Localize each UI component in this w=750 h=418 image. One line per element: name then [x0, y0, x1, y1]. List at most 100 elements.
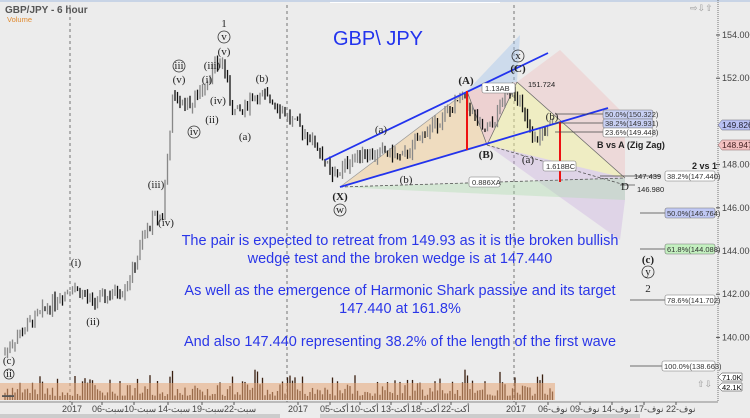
svg-text:147.440 at 161.8%: 147.440 at 161.8% [339, 301, 461, 317]
time-tick-label: 22-أكت [441, 402, 470, 414]
horizontal-scrollbar[interactable] [0, 414, 280, 418]
time-tick-label: 17-نوف [634, 404, 664, 415]
time-tick-label: 06-نوف [538, 404, 568, 415]
svg-text:2 vs 1: 2 vs 1 [692, 161, 717, 171]
svg-text:38.2%(149.931): 38.2%(149.931) [605, 119, 659, 128]
time-tick-label: 09-نوف [570, 404, 600, 415]
projection-green [340, 178, 625, 200]
svg-text:(i): (i) [202, 74, 213, 86]
svg-text:(iv): (iv) [158, 217, 174, 229]
top-border [0, 0, 750, 2]
svg-text:(a): (a) [375, 124, 388, 136]
time-tick-label: 19-سبت [192, 404, 224, 414]
volume-average-area [0, 383, 555, 400]
volume-bars [0, 369, 555, 400]
price-tick-label: 142.000 [722, 289, 750, 299]
svg-text:146.980: 146.980 [637, 185, 664, 194]
svg-text:(i): (i) [71, 257, 82, 269]
volume-scroll-arrows-icon[interactable]: ⇧⇩ [697, 379, 712, 389]
svg-text:(v): (v) [218, 46, 231, 58]
projection-purple [487, 145, 625, 240]
svg-text:(a): (a) [522, 154, 535, 166]
svg-text:100.0%(138.663): 100.0%(138.663) [664, 362, 722, 371]
svg-text:1.13AB: 1.13AB [485, 84, 510, 93]
wave-labels: 1 v (v) iii (v) (iii) (i) (iv) (ii) iv (… [3, 18, 655, 380]
price-tick-label: 152.000 [722, 73, 750, 83]
time-tick-label: 2017 [506, 404, 526, 414]
svg-text:42.1K: 42.1K [722, 383, 742, 392]
time-tick-label: 14-نوف [602, 404, 632, 415]
svg-text:y: y [645, 266, 651, 278]
svg-text:(c): (c) [3, 355, 16, 367]
time-tick-label: 10-سبت [124, 404, 156, 414]
svg-text:v: v [221, 31, 227, 43]
svg-text:1.618BC: 1.618BC [546, 162, 576, 171]
price-tick-label: 140.000 [722, 332, 750, 342]
scroll-arrows-icon[interactable]: ⇨⇩⇧ [690, 3, 713, 13]
svg-text:(iv): (iv) [210, 95, 226, 107]
svg-text:(B): (B) [479, 149, 494, 161]
svg-text:B vs A (Zig Zag): B vs A (Zig Zag) [597, 140, 665, 150]
time-tick-label: 10-أكت [350, 402, 379, 414]
svg-text:ii: ii [6, 368, 12, 380]
current-price-labels: 149.826 148.947 71.0K 42.1K [717, 119, 750, 392]
volume-label: Volume [7, 15, 32, 24]
time-axis-ticks: 2017 06-سبت 10-سبت 14-سبت 19-سبت 22-سبت 2017 05… [62, 402, 696, 415]
time-tick-label: 05-أكت [320, 402, 349, 414]
svg-text:147.439: 147.439 [634, 172, 661, 181]
svg-text:(b): (b) [256, 73, 269, 85]
svg-text:iv: iv [190, 126, 199, 138]
svg-text:D: D [621, 181, 629, 193]
svg-text:50.0%(150.322): 50.0%(150.322) [605, 110, 659, 119]
time-tick-label: 14-سبت [158, 404, 190, 414]
svg-text:And also 147.440 representing: And also 147.440 representing 38.2% of t… [184, 334, 616, 350]
bcd-triangle [487, 82, 625, 178]
fib-2-vs-1: 2 vs 1 38.2%(147.440) 50.0%(146.764) 61.… [661, 161, 722, 372]
svg-text:iii: iii [174, 60, 183, 72]
horizontal-scrollbar-thumb[interactable] [320, 414, 640, 418]
price-tick-label: 154.000 [722, 30, 750, 40]
svg-text:The pair is expected to retrea: The pair is expected to retreat from 149… [182, 233, 619, 249]
svg-text:0.886XA: 0.886XA [472, 178, 501, 187]
svg-text:(b): (b) [546, 111, 559, 123]
time-tick-label: 22-سبت [224, 404, 256, 414]
time-tick-label: 06-سبت [92, 404, 124, 414]
price-tick-label: 146.000 [722, 203, 750, 213]
svg-text:1: 1 [221, 18, 227, 30]
svg-text:w: w [336, 204, 344, 216]
svg-text:(ii): (ii) [205, 114, 219, 126]
fib-b-vs-a: 50.0%(150.322) 38.2%(149.931) 23.6%(149.… [597, 109, 665, 150]
svg-text:61.8%(144.088): 61.8%(144.088) [667, 245, 721, 254]
candles [4, 55, 554, 359]
time-tick-label: 18-أكت [411, 402, 440, 414]
projection-blue [467, 35, 520, 91]
volume-panel-controls-icon[interactable]: ▬▬ [2, 393, 14, 399]
svg-text:x: x [515, 50, 521, 62]
svg-text:(ii): (ii) [86, 316, 100, 328]
svg-text:151.724: 151.724 [528, 80, 555, 89]
svg-text:149.826: 149.826 [722, 120, 750, 130]
svg-text:(X): (X) [332, 191, 348, 203]
time-tick-label: 2017 [288, 404, 308, 414]
price-axis-ticks: 154.000 152.000 148.000 146.000 144.000 142.0… [716, 30, 750, 342]
svg-text:50.0%(146.764): 50.0%(146.764) [667, 209, 721, 218]
svg-text:78.6%(141.702): 78.6%(141.702) [667, 296, 721, 305]
chart-title: GBP\ JPY [333, 28, 423, 50]
annotation-text: The pair is expected to retreat from 149… [182, 233, 619, 350]
time-tick-label: 22-نوف [666, 404, 696, 415]
svg-text:As well as the emergence of Ha: As well as the emergence of Harmonic Sha… [184, 283, 615, 299]
svg-text:23.6%(149.448): 23.6%(149.448) [605, 128, 659, 137]
svg-text:(A): (A) [458, 75, 474, 87]
svg-text:(v): (v) [173, 74, 186, 86]
svg-text:wedge test and the broken wedg: wedge test and the broken wedge is at 14… [247, 251, 553, 267]
svg-text:2: 2 [645, 283, 651, 295]
svg-text:(b): (b) [400, 174, 413, 186]
svg-text:(iii): (iii) [148, 179, 165, 191]
svg-text:(c): (c) [642, 254, 655, 266]
svg-text:71.0K: 71.0K [722, 373, 742, 382]
svg-text:(C): (C) [510, 63, 526, 75]
symbol-title: GBP/JPY - 6 hour [5, 5, 88, 16]
svg-text:(a): (a) [239, 131, 252, 143]
